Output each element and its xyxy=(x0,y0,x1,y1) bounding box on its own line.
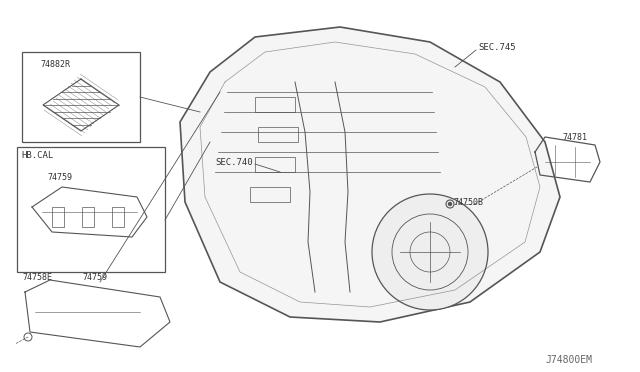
Text: 74781: 74781 xyxy=(562,132,587,141)
Text: J74800EM: J74800EM xyxy=(545,355,592,365)
Bar xyxy=(250,187,290,202)
Bar xyxy=(22,52,140,142)
Text: 74759: 74759 xyxy=(47,173,72,182)
Circle shape xyxy=(372,194,488,310)
Bar xyxy=(255,157,295,172)
Text: SEC.740: SEC.740 xyxy=(215,157,253,167)
Polygon shape xyxy=(180,27,560,322)
Bar xyxy=(52,207,64,227)
Bar xyxy=(112,207,124,227)
Circle shape xyxy=(449,202,451,205)
Text: HB.CAL: HB.CAL xyxy=(21,151,53,160)
Text: 74758E: 74758E xyxy=(22,273,52,282)
Text: SEC.745: SEC.745 xyxy=(478,42,516,51)
Bar xyxy=(255,97,295,112)
Bar xyxy=(17,147,165,272)
Text: 74759: 74759 xyxy=(82,273,107,282)
Text: 74882R: 74882R xyxy=(40,60,70,68)
Bar xyxy=(258,127,298,142)
Bar xyxy=(82,207,94,227)
Text: 74750B: 74750B xyxy=(453,198,483,206)
